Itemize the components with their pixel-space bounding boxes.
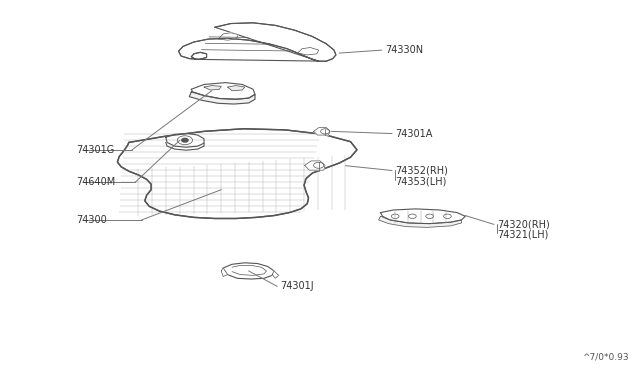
Polygon shape — [228, 86, 245, 91]
Polygon shape — [189, 92, 255, 104]
Text: 74320(RH): 74320(RH) — [497, 219, 550, 230]
Text: 74640M: 74640M — [77, 177, 116, 187]
Polygon shape — [191, 83, 255, 99]
Polygon shape — [166, 134, 204, 147]
Circle shape — [182, 138, 188, 142]
Text: 74353(LH): 74353(LH) — [395, 177, 447, 187]
Polygon shape — [218, 33, 239, 40]
Polygon shape — [272, 271, 278, 278]
Text: 74301A: 74301A — [395, 129, 433, 139]
Polygon shape — [381, 209, 465, 224]
Text: ^7/0*0.93: ^7/0*0.93 — [582, 352, 629, 361]
Polygon shape — [314, 128, 330, 135]
Polygon shape — [223, 263, 274, 279]
Polygon shape — [379, 216, 461, 227]
Polygon shape — [179, 23, 336, 61]
Polygon shape — [305, 161, 325, 170]
Polygon shape — [298, 48, 319, 55]
Polygon shape — [204, 86, 221, 90]
Text: 74352(RH): 74352(RH) — [395, 166, 448, 176]
Polygon shape — [117, 129, 357, 218]
Text: 74301J: 74301J — [280, 282, 314, 291]
Polygon shape — [221, 268, 228, 276]
Text: 74301G: 74301G — [77, 145, 115, 155]
Text: 74300: 74300 — [77, 215, 108, 225]
Text: 74321(LH): 74321(LH) — [497, 230, 548, 240]
Text: 74330N: 74330N — [385, 45, 423, 55]
